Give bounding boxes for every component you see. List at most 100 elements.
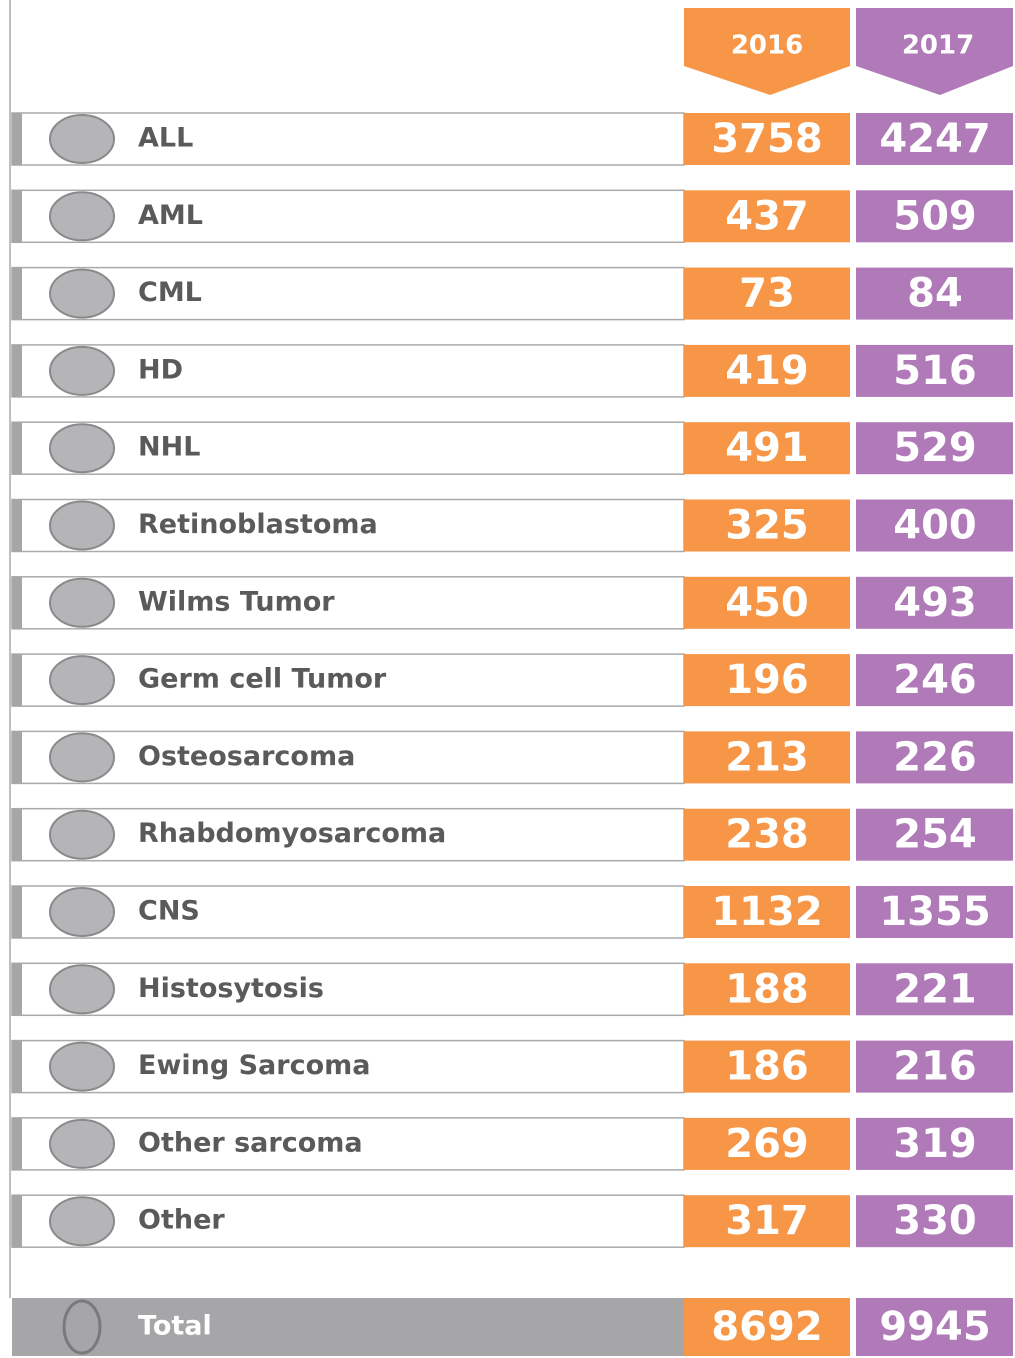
cell-2016 [684,499,850,552]
row-icon [49,1196,115,1247]
value-2016: 196 [725,657,809,703]
row-icon [49,655,115,706]
cell-2016 [684,1040,850,1093]
row-tab [12,654,22,707]
cell-2017 [856,731,1013,784]
value-2017: 84 [907,271,963,317]
row-label: Histosytosis [138,973,324,1004]
header-2016-bg [684,8,850,95]
value-2016: 188 [725,966,809,1012]
value-2016: 73 [739,271,795,317]
row-tab [12,886,22,938]
value-2017: 254 [893,812,977,858]
value-2016: 238 [725,812,809,858]
total-2016: 8692 [711,1304,822,1350]
total-2017: 9945 [879,1304,990,1350]
row-icon [49,809,115,860]
value-2017: 509 [893,193,977,239]
header-2017: 2017 [902,31,974,61]
row-frame [11,112,685,166]
row-label: Rhabdomyosarcoma [138,818,446,849]
cell-2016 [684,886,850,938]
row-tab [12,344,22,397]
cell-2016 [684,808,850,861]
total-2017-bg [856,1298,1013,1356]
row-frame [11,498,685,553]
value-2017: 319 [893,1121,977,1167]
row-icon [49,732,115,783]
row-label: CNS [138,896,200,927]
value-2016: 1132 [711,889,822,935]
cell-2016 [684,344,850,397]
row-label: CML [138,277,202,308]
total-label: Total [138,1311,212,1342]
row-label: Osteosarcoma [138,741,355,772]
row-icon [49,423,115,474]
total-2016-bg [684,1298,850,1356]
value-2017: 1355 [879,889,990,935]
value-2017: 400 [893,503,977,549]
value-2017: 226 [893,734,977,780]
total-bar [12,1298,684,1356]
cell-2016 [684,422,850,475]
cell-2016 [684,1117,850,1170]
row-label: Germ cell Tumor [138,664,387,695]
cell-2017 [856,963,1013,1016]
row-frame [11,962,685,1017]
row-label: Retinoblastoma [138,509,378,540]
cell-2017 [856,344,1013,397]
value-2016: 437 [725,193,809,239]
cell-2016 [684,576,850,629]
value-2016: 450 [725,580,809,626]
row-label: Ewing Sarcoma [138,1050,370,1081]
row-icon [49,268,115,319]
value-2017: 529 [893,425,977,471]
cell-2017 [856,267,1013,320]
row-tab [12,190,22,243]
cell-2017 [856,1040,1013,1093]
value-2017: 216 [893,1044,977,1090]
row-frame [11,885,685,939]
row-icon [49,114,115,164]
row-tab [12,731,22,784]
value-2016: 269 [725,1121,809,1167]
cell-2017 [856,654,1013,707]
cell-2017 [856,576,1013,629]
row-frame [11,421,685,475]
value-2016: 213 [725,734,809,780]
value-2017: 4247 [879,116,990,162]
cell-2016 [684,267,850,320]
value-2017: 330 [893,1198,977,1244]
cell-2016 [684,654,850,707]
row-icon [49,345,115,396]
cell-2017 [856,886,1013,938]
row-frame [11,576,685,630]
cell-2017 [856,190,1013,243]
value-2016: 419 [725,348,809,394]
row-tab [12,499,22,552]
cell-2017 [856,1117,1013,1170]
row-frame [11,730,685,785]
row-icon [49,577,115,628]
row-icon [49,191,115,242]
row-label: AML [138,200,203,231]
value-2017: 221 [893,966,977,1012]
cell-2016 [684,731,850,784]
cell-2017 [856,1195,1013,1248]
row-label: HD [138,354,183,385]
row-icon [49,500,115,551]
cell-2016 [684,1195,850,1248]
row-tab [12,267,22,320]
row-label: Wilms Tumor [138,586,335,617]
header-2016: 2016 [731,31,803,61]
row-frame [11,1194,685,1248]
row-tab [12,113,22,165]
row-tab [12,808,22,861]
value-2016: 491 [725,425,809,471]
cell-2017 [856,422,1013,475]
total-icon [62,1299,102,1355]
value-2017: 516 [893,348,977,394]
row-frame [11,266,685,321]
row-tab [12,1117,22,1170]
